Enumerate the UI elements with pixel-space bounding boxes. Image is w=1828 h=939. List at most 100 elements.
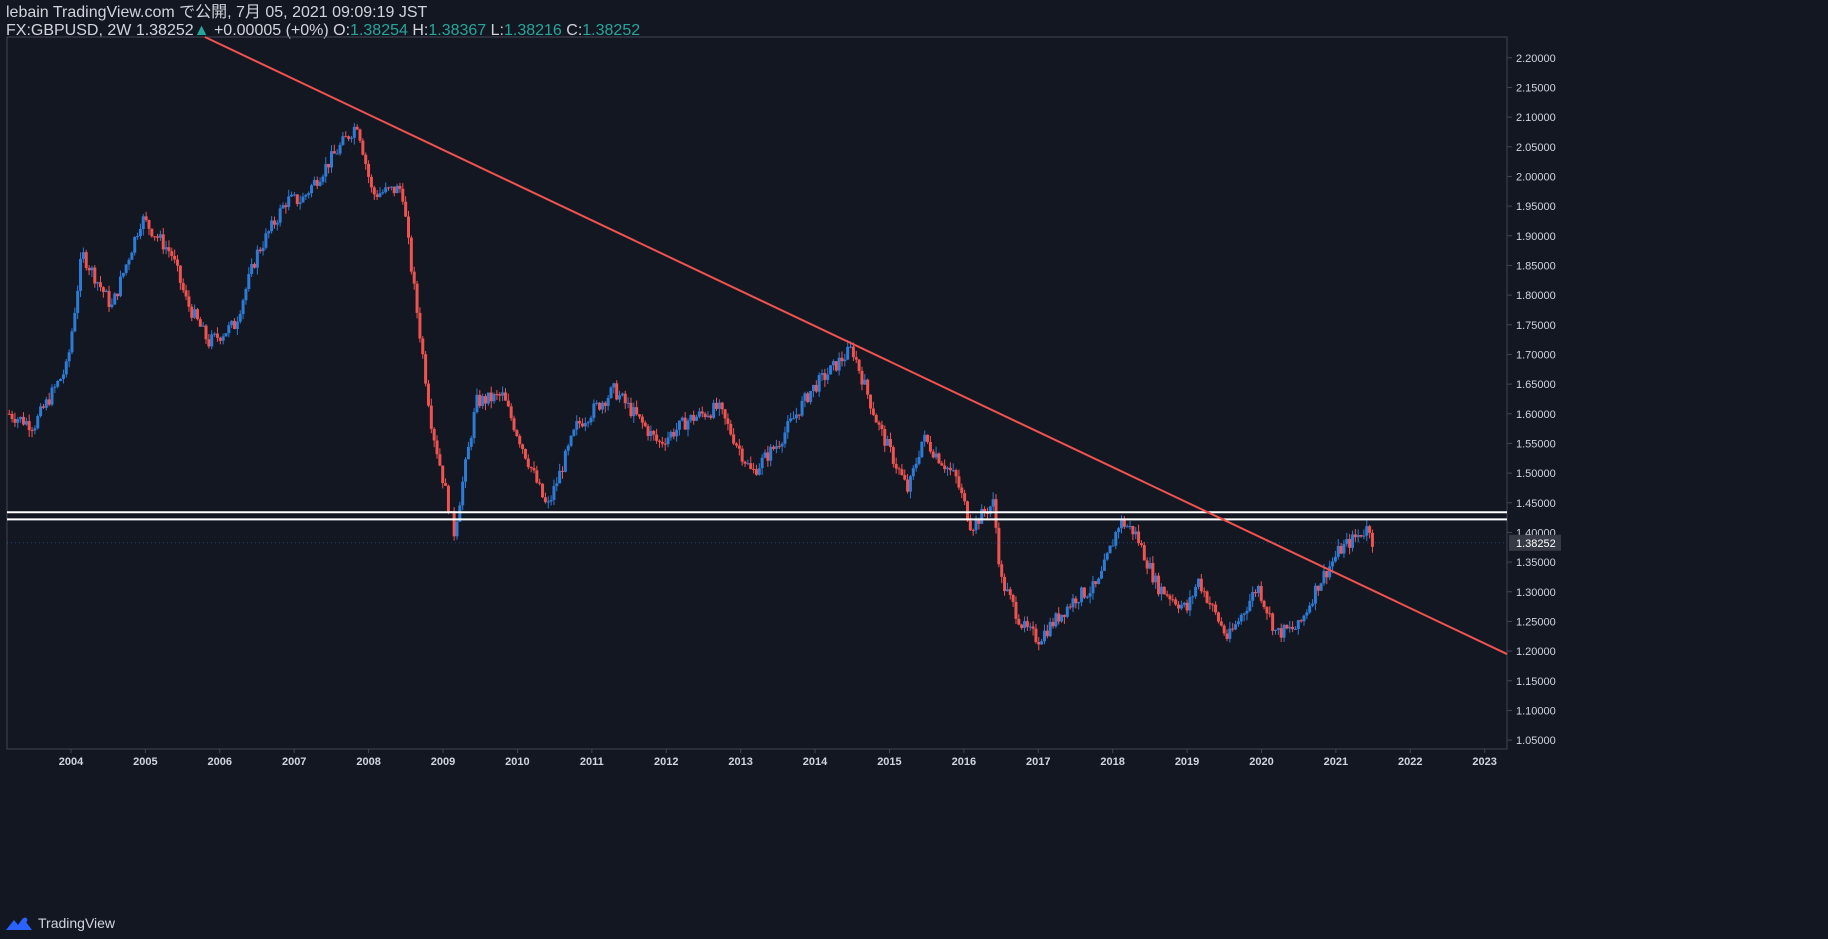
candle (883, 425, 887, 453)
candle-body (1256, 585, 1260, 594)
candle (657, 439, 661, 448)
candle-body (312, 179, 316, 186)
candle (1214, 601, 1218, 616)
candle-body (526, 458, 530, 467)
candle-body (874, 414, 878, 423)
candle (178, 265, 182, 290)
candle-body (732, 434, 736, 444)
candle-body (943, 465, 947, 470)
candle (774, 439, 778, 454)
candle (1348, 533, 1352, 555)
candle-body (1114, 531, 1118, 546)
y-tick-label: 1.65000 (1516, 379, 1556, 391)
candle-body (1003, 576, 1007, 592)
candle-body (700, 411, 704, 414)
candle-body (797, 414, 801, 416)
candle-body (680, 417, 684, 421)
candle (558, 463, 562, 484)
candle (207, 334, 211, 349)
candle-body (1102, 559, 1106, 571)
candle-body (195, 309, 199, 320)
candle-body (843, 359, 847, 362)
candle-body (267, 231, 271, 234)
candle (954, 468, 958, 484)
y-tick-label: 1.90000 (1516, 231, 1556, 243)
candle (372, 185, 376, 200)
candle (737, 439, 741, 456)
candle-body (1288, 626, 1292, 629)
candle (36, 414, 40, 430)
candle-body (475, 394, 479, 413)
candle (851, 342, 855, 362)
y-tick-label: 2.00000 (1516, 171, 1556, 183)
candle-body (1005, 589, 1009, 592)
candle (1054, 611, 1058, 629)
candle (1119, 515, 1123, 534)
candle-body (364, 154, 368, 164)
candle (592, 399, 596, 422)
candle-body (110, 304, 114, 307)
candle (147, 219, 151, 236)
candle-body (555, 483, 559, 487)
candle-body (657, 440, 661, 442)
candle-body (820, 373, 824, 375)
candle (660, 436, 664, 448)
candle (580, 418, 584, 428)
candle (675, 422, 679, 442)
candle-body (563, 450, 567, 472)
candle-body (13, 418, 17, 423)
candle (752, 462, 756, 474)
candle (543, 492, 547, 504)
candle-body (1108, 545, 1112, 554)
candle (1025, 616, 1029, 631)
y-tick-label: 1.80000 (1516, 290, 1556, 302)
candle-body (250, 264, 254, 275)
candle-body (101, 287, 105, 293)
candle-body (1000, 564, 1004, 577)
candle (1091, 575, 1095, 600)
candle-body (1259, 585, 1263, 601)
candle (1256, 584, 1260, 598)
candle (1000, 560, 1004, 584)
candle (814, 380, 818, 394)
candle (623, 390, 627, 409)
candle-body (946, 467, 950, 470)
candle (438, 448, 442, 467)
x-tick-label: 2015 (877, 756, 901, 768)
candle-body (469, 438, 473, 447)
candle (218, 336, 222, 345)
candle-body (931, 451, 935, 458)
candle (44, 396, 48, 411)
candle-body (760, 457, 764, 469)
candle-body (1211, 604, 1215, 606)
candle-body (307, 193, 311, 195)
ohlc-line: FX:GBPUSD, 2W 1.38252▲ +0.00005 (+0%) O:… (6, 22, 640, 40)
candle (389, 186, 393, 191)
candle (629, 397, 633, 419)
candle-body (64, 361, 68, 375)
candle (1273, 629, 1277, 635)
candle (315, 176, 319, 190)
candle (1185, 599, 1189, 614)
candle-body (1205, 591, 1209, 603)
candle-body (883, 429, 887, 446)
candle (73, 307, 77, 333)
candle (1205, 590, 1209, 604)
candle-body (846, 346, 850, 360)
candle-body (395, 185, 399, 194)
candle-body (1228, 628, 1232, 639)
candle (1094, 580, 1098, 588)
candle (415, 280, 419, 319)
candle (786, 415, 790, 439)
candle-body (241, 300, 245, 315)
low-label: L: (490, 22, 504, 39)
candle-body (67, 352, 71, 362)
candle-body (1368, 526, 1372, 533)
candle (1268, 606, 1272, 618)
candle (1202, 587, 1206, 598)
candle-body (1017, 618, 1021, 625)
candle-body (743, 461, 747, 464)
candle (1208, 596, 1212, 610)
candle (1017, 614, 1021, 626)
